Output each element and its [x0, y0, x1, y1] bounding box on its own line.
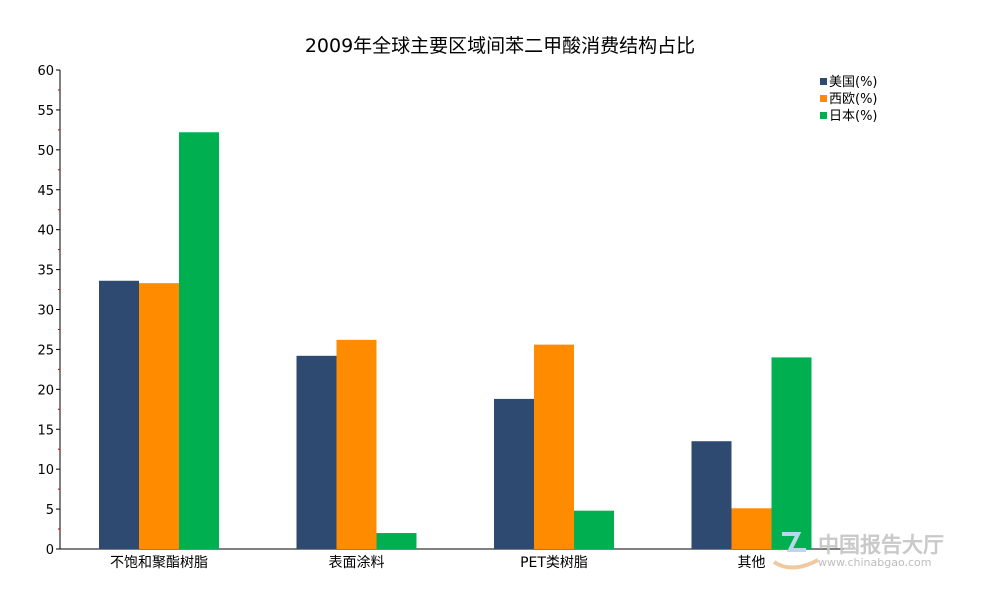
legend-label: 日本(%) — [829, 109, 878, 124]
bar-3-4 — [771, 357, 812, 549]
bars — [99, 132, 812, 549]
y-tick-label: 60 — [37, 64, 54, 79]
y-tick-label: 45 — [37, 184, 54, 199]
bar-1-3 — [494, 398, 534, 549]
y-tick-label: 50 — [37, 144, 54, 159]
legend-swatch — [820, 95, 827, 102]
bar-1-4 — [691, 441, 732, 549]
legend-swatch — [820, 78, 827, 85]
bar-3-1 — [179, 132, 219, 549]
bar-3-2 — [376, 533, 417, 549]
y-tick-label: 55 — [37, 104, 54, 119]
watermark-logo-icon — [772, 532, 819, 570]
bar-3-3 — [574, 510, 614, 549]
y-tick-label: 25 — [37, 343, 54, 358]
y-tick-label: 30 — [37, 304, 54, 319]
watermark-name: 中国报告大厅 — [818, 533, 944, 557]
x-category-label: 不饱和聚酯树脂 — [110, 555, 208, 571]
watermark-url: www.chinabgao.com — [818, 556, 932, 569]
y-tick-label: 40 — [37, 224, 54, 239]
legend-label: 美国(%) — [829, 75, 878, 90]
legend-swatch — [820, 112, 827, 119]
y-tick-label: 0 — [46, 543, 54, 558]
legend-label: 西欧(%) — [829, 92, 878, 107]
bar-1-1 — [99, 280, 139, 549]
bar-2-3 — [534, 344, 574, 549]
bar-1-2 — [296, 355, 337, 549]
axes: 0 5 10 15 20 25 30 35 40 45 50 55 60 不饱和聚酯树脂 表面涂料 PET类树… — [37, 64, 850, 571]
watermark: 中国报告大厅 www.chinabgao.com — [772, 532, 944, 570]
y-tick-label: 5 — [46, 503, 54, 518]
y-tick-label: 20 — [37, 383, 54, 398]
bar-2-1 — [139, 283, 179, 549]
y-tick-label: 15 — [37, 423, 54, 438]
x-category-label: 其他 — [738, 555, 766, 571]
x-category-label: 表面涂料 — [329, 555, 385, 571]
bar-2-4 — [731, 508, 772, 549]
bar-2-2 — [336, 339, 377, 549]
legend: 美国(%) 西欧(%) 日本(%) — [820, 75, 878, 124]
chart-title: 2009年全球主要区域间苯二甲酸消费结构占比 — [305, 35, 695, 57]
y-tick-label: 10 — [37, 463, 54, 478]
x-category-label: PET类树脂 — [520, 555, 588, 571]
y-tick-label: 35 — [37, 264, 54, 279]
